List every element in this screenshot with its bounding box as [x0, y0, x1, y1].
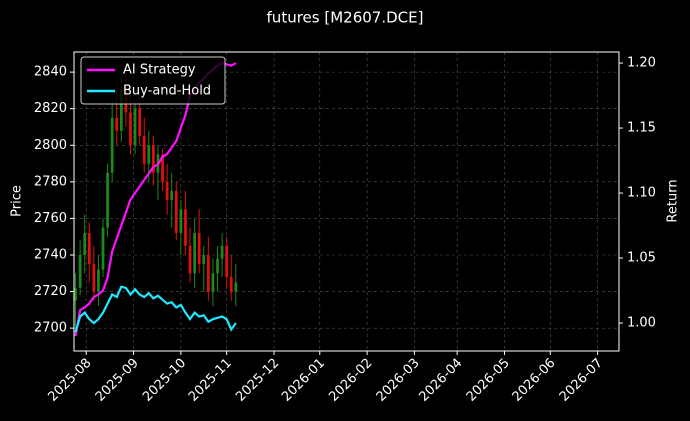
y2-axis-label: Return — [666, 179, 681, 222]
x-tick-label: 2025-08 — [45, 356, 94, 405]
candle-body — [106, 172, 109, 228]
candle-body — [216, 258, 219, 274]
candle-body — [179, 209, 183, 234]
y-tick-label: 2760 — [34, 211, 67, 226]
candle-body — [74, 287, 77, 301]
x-tick-label: 2026-01 — [279, 356, 328, 405]
x-tick-label: 2026-05 — [464, 356, 513, 405]
y2-tick-label: 1.15 — [627, 121, 656, 136]
x-tick-label: 2026-07 — [557, 356, 606, 405]
candle-body — [234, 282, 238, 292]
candle-body — [138, 108, 142, 137]
candle-body — [83, 233, 87, 255]
plot-frame — [73, 51, 620, 352]
y-axis-label: Price — [10, 185, 25, 217]
candle-body — [87, 233, 91, 265]
candle-body — [188, 245, 192, 274]
candle-body — [229, 276, 233, 292]
x-tick-label: 2026-03 — [374, 356, 423, 405]
candle-body — [197, 233, 201, 265]
y2-tick-label: 1.05 — [627, 251, 656, 266]
y2-tick-label: 1.10 — [627, 186, 656, 201]
candle-body — [142, 136, 146, 164]
candle-body — [97, 269, 100, 292]
candle-body — [174, 190, 178, 234]
x-tick-label: 2025-09 — [93, 356, 142, 405]
legend-label: AI Strategy — [123, 63, 196, 78]
candle-body — [170, 190, 174, 201]
candle-body — [110, 117, 114, 173]
y2-tick-label: 1.00 — [627, 316, 656, 331]
y-tick-label: 2800 — [34, 138, 67, 153]
candle-body — [78, 254, 82, 288]
candle-body — [92, 264, 96, 292]
candle-body — [184, 209, 187, 246]
y-tick-label: 2840 — [34, 65, 67, 80]
candle-body — [115, 117, 119, 131]
y2-tick-label: 1.20 — [627, 56, 656, 71]
legend-box — [80, 56, 226, 105]
x-tick-label: 2026-04 — [416, 356, 465, 405]
candle-body — [101, 227, 105, 270]
x-tick-label: 2025-10 — [140, 356, 189, 405]
x-tick-label: 2025-11 — [186, 356, 235, 405]
y-tick-label: 2780 — [34, 174, 67, 189]
y-tick-label: 2720 — [34, 284, 67, 299]
candle-body — [211, 273, 215, 292]
y-tick-label: 2700 — [34, 321, 67, 336]
x-tick-label: 2026-06 — [510, 356, 559, 405]
candle-body — [129, 112, 132, 146]
y-tick-label: 2820 — [34, 101, 67, 116]
x-tick-label: 2026-02 — [326, 356, 375, 405]
candle-body — [152, 145, 155, 173]
candle-body — [161, 154, 164, 182]
candle-body — [119, 90, 123, 131]
candle-body — [165, 181, 169, 201]
candle-body — [133, 108, 137, 146]
candle-body — [225, 245, 229, 277]
chart-title: futures [M2607.DCE] — [267, 9, 424, 27]
candle-body — [206, 254, 210, 292]
legend-label: Buy-and-Hold — [123, 84, 211, 99]
candle-body — [147, 145, 151, 164]
y-tick-label: 2740 — [34, 247, 67, 262]
line-series — [74, 285, 237, 333]
candle-body — [220, 245, 224, 259]
candle-body — [193, 233, 196, 274]
candle-body — [202, 254, 206, 265]
x-tick-label: 2025-12 — [233, 356, 282, 405]
